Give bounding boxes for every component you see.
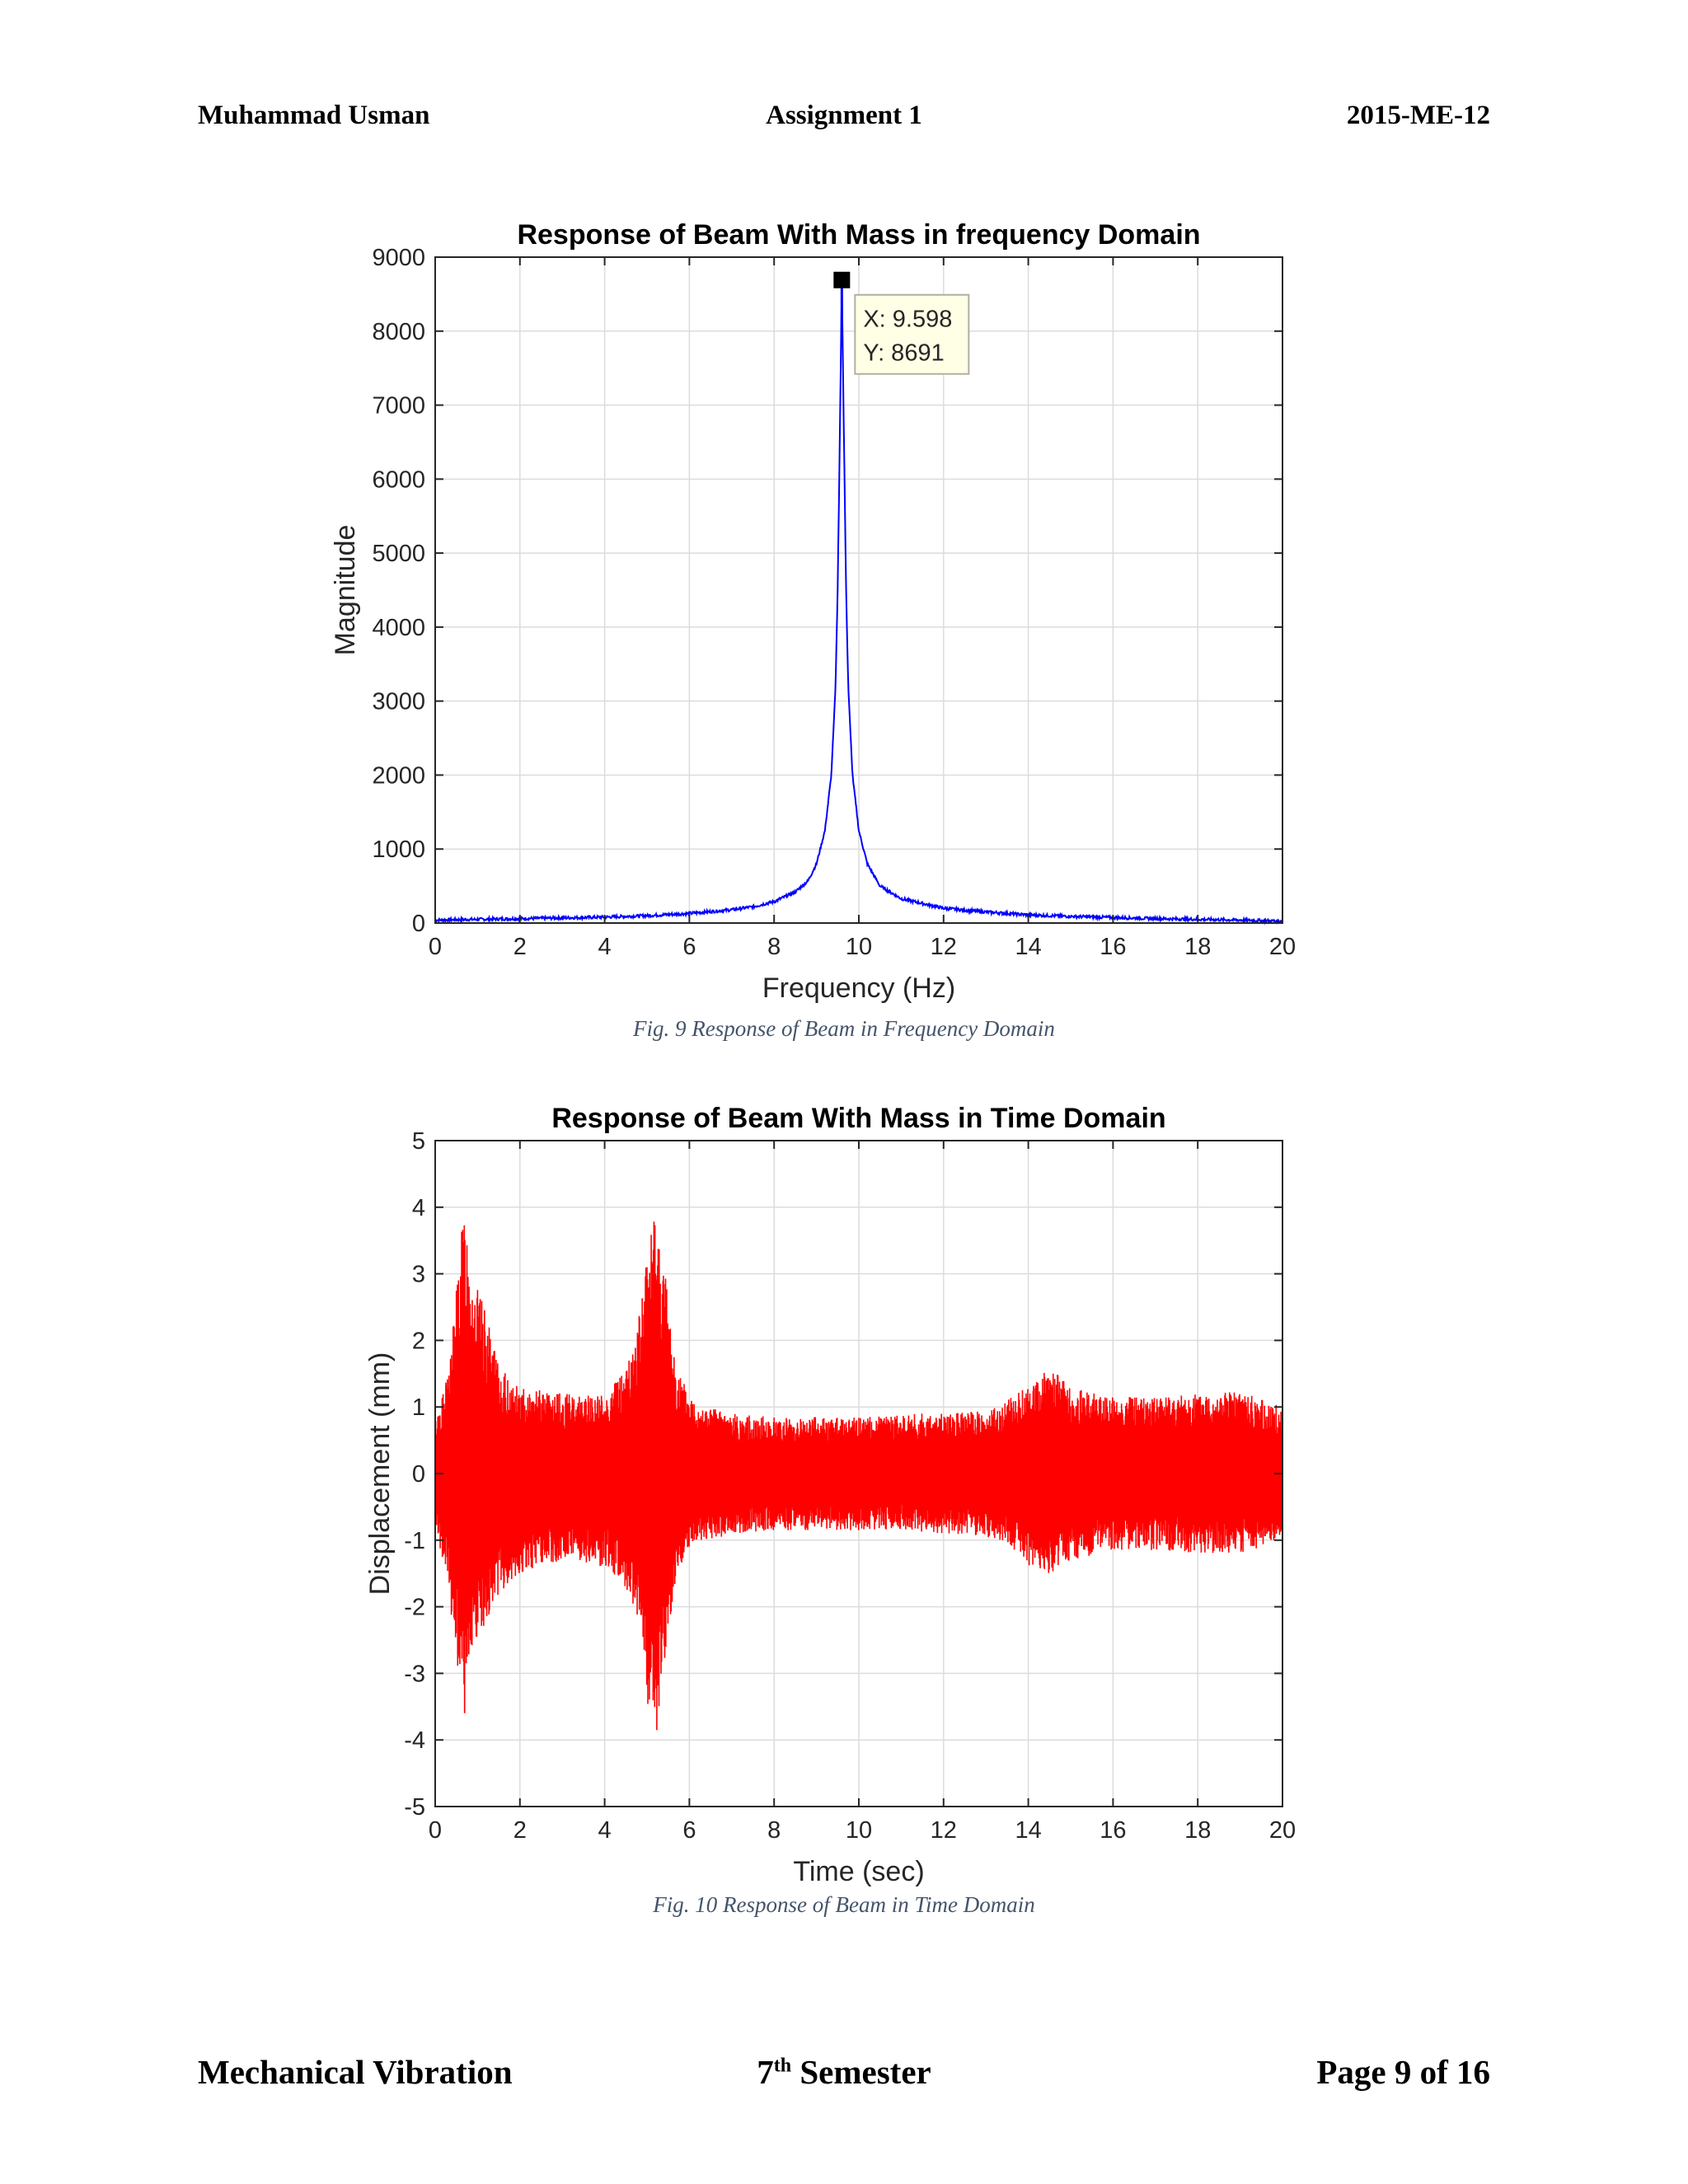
figure-9-caption: Fig. 9 Response of Beam in Frequency Dom…	[633, 1016, 1055, 1041]
y-tick-label: 0	[412, 1461, 425, 1488]
datatip-x-label: X: 9.598	[863, 307, 952, 333]
chart-title: Response of Beam With Mass in Time Domai…	[551, 1103, 1165, 1134]
x-tick-label: 20	[1269, 1817, 1296, 1844]
x-tick-label: 14	[1015, 934, 1041, 960]
x-tick-label: 8	[767, 1817, 781, 1844]
y-tick-label: -5	[404, 1794, 425, 1821]
x-tick-label: 6	[682, 934, 696, 960]
y-tick-label: -1	[404, 1528, 425, 1554]
y-tick-label: 2	[412, 1328, 425, 1354]
y-tick-label: 0	[412, 911, 425, 937]
y-axis-label: Magnitude	[330, 525, 361, 656]
y-tick-label: 3000	[372, 689, 425, 715]
footer-semester-rest: Semester	[791, 2053, 931, 2091]
datatip-marker	[833, 271, 851, 288]
y-tick-label: 7000	[372, 393, 425, 419]
x-tick-label: 8	[767, 934, 781, 960]
datatip-box	[854, 293, 970, 375]
footer-page: Page 9 of 16	[1316, 2053, 1490, 2091]
x-tick-label: 18	[1184, 934, 1211, 960]
frequency-chart: 0 2 4 6 8 10 12 14 16 18 20 0 1000 2000 3000 4000 5000 60…	[330, 219, 1296, 1004]
y-tick-label: -2	[404, 1595, 425, 1621]
chart-title: Response of Beam With Mass in frequency …	[517, 219, 1200, 251]
datatip-y-label: Y: 8691	[863, 340, 944, 367]
header-title: Assignment 1	[766, 101, 922, 130]
x-tick-label: 4	[598, 1817, 612, 1844]
x-tick-label: 12	[931, 1817, 957, 1844]
footer-course: Mechanical Vibration	[198, 2053, 513, 2091]
series-line-displacement	[434, 1221, 1283, 1731]
time-chart: 0 2 4 6 8 10 12 14 16 18 20-5-4-3-2-1012345Respons…	[364, 1103, 1296, 1887]
y-tick-label: -3	[404, 1661, 425, 1687]
x-tick-label: 4	[598, 934, 612, 960]
x-tick-label: 20	[1269, 934, 1296, 960]
y-tick-label: 4	[412, 1195, 425, 1221]
x-axis-label: Time (sec)	[793, 1856, 924, 1887]
y-tick-label: 5	[412, 1128, 425, 1155]
y-tick-label: 1	[412, 1394, 425, 1421]
y-axis-label: Displacement (mm)	[364, 1352, 396, 1596]
footer-semester-sup: th	[773, 2055, 792, 2077]
footer-semester: 7th Semester	[0, 2052, 1688, 2092]
y-tick-label: 9000	[372, 245, 425, 271]
x-tick-label: 0	[429, 934, 442, 960]
footer-semester-num: 7	[757, 2053, 774, 2091]
x-tick-label: 2	[513, 934, 527, 960]
x-tick-label: 14	[1015, 1817, 1041, 1844]
x-tick-label: 16	[1100, 934, 1126, 960]
series-line-magnitude	[434, 286, 1283, 926]
y-tick-label: -4	[404, 1727, 425, 1754]
y-tick-label: 5000	[372, 541, 425, 567]
header-id: 2015-ME-12	[1346, 101, 1490, 130]
y-tick-label: 3	[412, 1262, 425, 1288]
x-tick-label: 0	[429, 1817, 442, 1844]
y-tick-label: 8000	[372, 319, 425, 345]
x-tick-label: 16	[1100, 1817, 1126, 1844]
header-author: Muhammad Usman	[198, 101, 430, 130]
y-tick-label: 4000	[372, 615, 425, 641]
x-tick-label: 10	[846, 934, 872, 960]
y-tick-label: 2000	[372, 762, 425, 789]
x-tick-label: 2	[513, 1817, 527, 1844]
x-axis-label: Frequency (Hz)	[762, 972, 955, 1004]
figure-10-caption: Fig. 10 Response of Beam in Time Domain	[653, 1892, 1035, 1917]
x-tick-label: 10	[846, 1817, 872, 1844]
y-tick-label: 6000	[372, 466, 425, 493]
y-tick-label: 1000	[372, 837, 425, 863]
x-tick-label: 6	[682, 1817, 696, 1844]
x-tick-label: 12	[931, 934, 957, 960]
x-tick-label: 18	[1184, 1817, 1211, 1844]
